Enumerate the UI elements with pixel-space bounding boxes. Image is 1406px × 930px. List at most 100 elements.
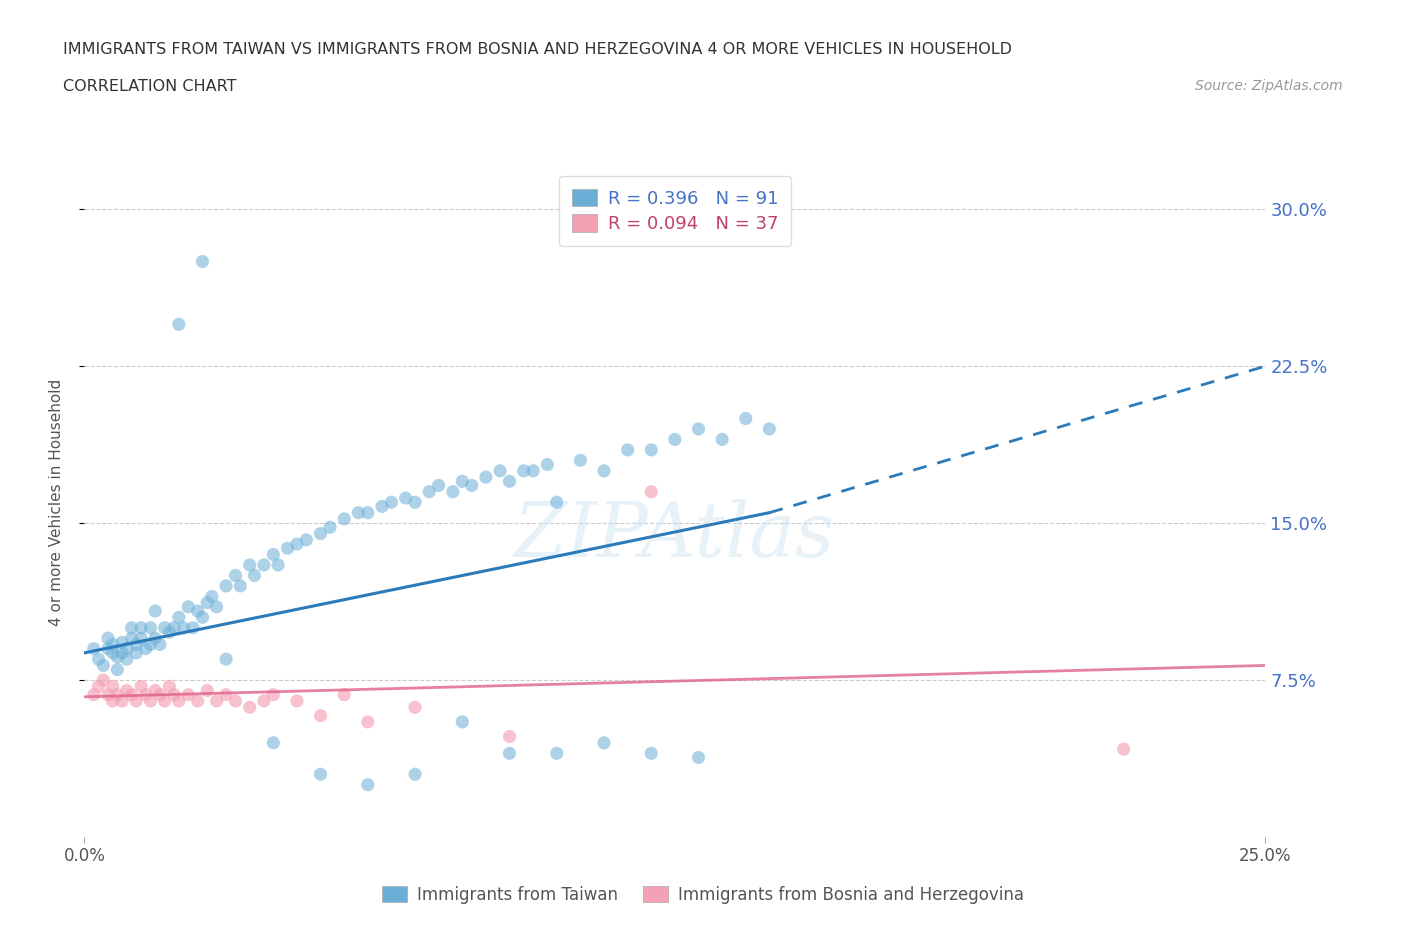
Point: [101, 694, 124, 709]
Point: [309, 526, 332, 541]
Point: [167, 694, 190, 709]
Point: [404, 495, 426, 510]
Point: [427, 478, 450, 493]
Point: [640, 746, 662, 761]
Point: [215, 578, 238, 593]
Point: [129, 620, 152, 635]
Point: [177, 687, 200, 702]
Point: [125, 694, 148, 709]
Point: [153, 620, 176, 635]
Point: [451, 474, 474, 489]
Point: [309, 766, 332, 781]
Point: [711, 432, 734, 447]
Point: [135, 687, 157, 702]
Point: [357, 714, 380, 729]
Point: [229, 578, 252, 593]
Point: [489, 463, 512, 478]
Point: [173, 620, 195, 635]
Point: [262, 736, 284, 751]
Point: [546, 746, 568, 761]
Point: [143, 631, 166, 645]
Point: [451, 714, 474, 729]
Text: Source: ZipAtlas.com: Source: ZipAtlas.com: [1195, 79, 1343, 93]
Point: [225, 694, 247, 709]
Point: [267, 558, 290, 573]
Point: [688, 750, 710, 764]
Point: [498, 474, 520, 489]
Point: [129, 679, 152, 694]
Point: [191, 610, 214, 625]
Point: [276, 541, 298, 556]
Point: [125, 637, 148, 652]
Point: [239, 700, 262, 715]
Point: [475, 470, 498, 485]
Point: [143, 604, 166, 618]
Point: [111, 645, 134, 660]
Point: [664, 432, 686, 447]
Point: [115, 683, 138, 698]
Point: [107, 650, 129, 665]
Text: IMMIGRANTS FROM TAIWAN VS IMMIGRANTS FROM BOSNIA AND HERZEGOVINA 4 OR MORE VEHIC: IMMIGRANTS FROM TAIWAN VS IMMIGRANTS FRO…: [63, 42, 1012, 57]
Point: [498, 746, 520, 761]
Legend: R = 0.396   N = 91, R = 0.094   N = 37: R = 0.396 N = 91, R = 0.094 N = 37: [560, 177, 790, 246]
Point: [129, 631, 152, 645]
Point: [135, 642, 157, 657]
Point: [121, 631, 143, 645]
Point: [285, 537, 308, 551]
Legend: Immigrants from Taiwan, Immigrants from Bosnia and Herzegovina: Immigrants from Taiwan, Immigrants from …: [375, 879, 1031, 910]
Point: [149, 637, 172, 652]
Point: [734, 411, 756, 426]
Point: [309, 709, 332, 724]
Point: [357, 777, 380, 792]
Point: [139, 637, 162, 652]
Point: [688, 421, 710, 436]
Point: [380, 495, 402, 510]
Point: [262, 547, 284, 562]
Point: [157, 625, 180, 640]
Point: [163, 620, 186, 635]
Point: [139, 694, 162, 709]
Point: [101, 637, 124, 652]
Point: [167, 610, 190, 625]
Point: [187, 694, 209, 709]
Point: [143, 683, 166, 698]
Point: [253, 558, 276, 573]
Point: [139, 620, 162, 635]
Point: [153, 694, 176, 709]
Point: [640, 485, 662, 499]
Point: [461, 478, 484, 493]
Point: [243, 568, 266, 583]
Point: [87, 652, 110, 667]
Point: [357, 505, 380, 520]
Point: [205, 694, 228, 709]
Point: [512, 463, 534, 478]
Point: [125, 645, 148, 660]
Point: [97, 687, 120, 702]
Point: [101, 679, 124, 694]
Point: [111, 635, 134, 650]
Point: [83, 687, 105, 702]
Point: [177, 600, 200, 615]
Point: [83, 642, 105, 657]
Point: [418, 485, 440, 499]
Point: [215, 687, 238, 702]
Point: [285, 694, 308, 709]
Point: [333, 687, 356, 702]
Point: [404, 766, 426, 781]
Point: [107, 687, 129, 702]
Point: [181, 620, 204, 635]
Point: [91, 658, 114, 673]
Point: [347, 505, 370, 520]
Point: [107, 662, 129, 677]
Point: [115, 642, 138, 657]
Point: [157, 679, 180, 694]
Point: [295, 533, 318, 548]
Point: [498, 729, 520, 744]
Point: [546, 495, 568, 510]
Point: [111, 694, 134, 709]
Point: [191, 254, 214, 269]
Point: [195, 683, 218, 698]
Point: [522, 463, 544, 478]
Point: [97, 631, 120, 645]
Point: [121, 687, 143, 702]
